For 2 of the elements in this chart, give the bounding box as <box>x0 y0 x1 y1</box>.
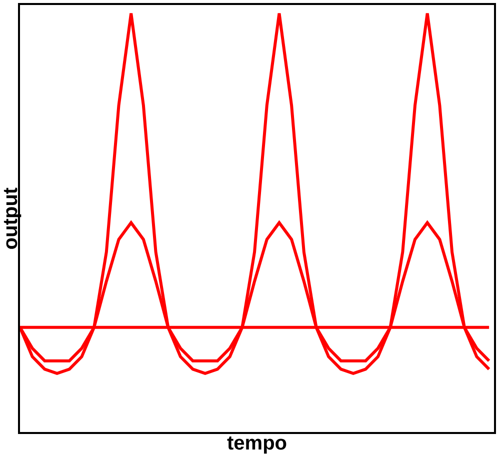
x-axis-title: tempo <box>227 432 287 454</box>
y-axis-title: output <box>0 187 22 250</box>
